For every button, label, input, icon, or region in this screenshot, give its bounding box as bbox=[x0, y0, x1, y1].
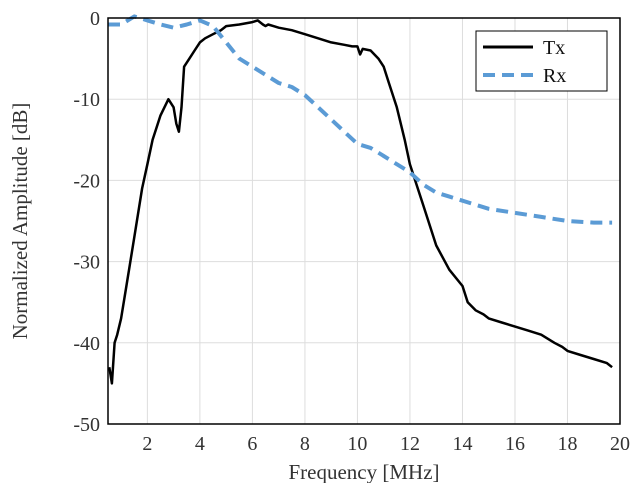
tick-labels: 2 4 6 8 10 12 14 16 18 20 0 -10 -20 -30 -40 -50 bbox=[73, 8, 630, 455]
x-tick-label: 2 bbox=[142, 433, 152, 455]
legend-box bbox=[475, 30, 608, 92]
x-tick-label: 8 bbox=[300, 433, 310, 455]
y-tick-label: -20 bbox=[73, 170, 100, 192]
x-tick-label: 12 bbox=[400, 433, 420, 455]
x-tick-label: 10 bbox=[347, 433, 367, 455]
series-line-tx bbox=[108, 19, 613, 385]
y-tick-label: -30 bbox=[73, 252, 100, 274]
y-axis-label: Normalized Amplitude [dB] bbox=[8, 103, 32, 340]
x-tick-label: 16 bbox=[505, 433, 525, 455]
y-tick-label: 0 bbox=[90, 8, 100, 30]
legend-label-tx: Tx bbox=[543, 37, 565, 59]
legend-label-rx: Rx bbox=[543, 65, 566, 87]
series-line-rx bbox=[108, 14, 613, 225]
plot-frame bbox=[107, 17, 621, 425]
legend: Tx Rx bbox=[475, 30, 608, 92]
y-tick-label: -50 bbox=[73, 414, 100, 436]
y-tick-label: -40 bbox=[73, 333, 100, 355]
x-tick-label: 18 bbox=[557, 433, 577, 455]
y-tick-label: -10 bbox=[73, 89, 100, 111]
x-tick-label: 20 bbox=[610, 433, 630, 455]
x-tick-label: 14 bbox=[452, 433, 472, 455]
x-tick-label: 4 bbox=[195, 433, 205, 455]
series-layer bbox=[108, 14, 613, 385]
x-axis-label: Frequency [MHz] bbox=[288, 460, 439, 483]
x-tick-label: 6 bbox=[247, 433, 257, 455]
